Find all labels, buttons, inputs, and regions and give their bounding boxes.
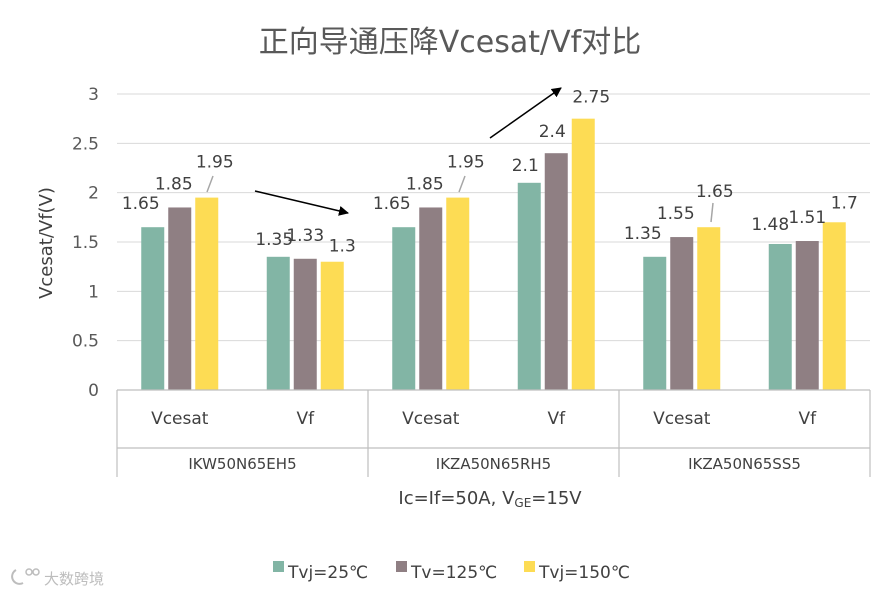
leader-line (710, 202, 714, 223)
bar (419, 207, 443, 390)
leader-line (458, 175, 466, 193)
watermark-text: 大数跨境 (44, 570, 104, 588)
data-label: 2.75 (572, 88, 610, 108)
bar (320, 261, 344, 390)
x-axis-label: Ic=If=50A, VGE=15V (398, 488, 582, 510)
bar (293, 258, 317, 390)
legend-item: Tvj=150℃ (524, 561, 630, 583)
bars (141, 118, 846, 391)
bar (643, 256, 667, 390)
legend-label: Tvj=150℃ (538, 563, 630, 583)
legend: Tvj=25℃ Tv=125℃ Tvj=150℃ (273, 561, 630, 583)
x-tick-label: Vf (296, 409, 315, 429)
gridlines (117, 93, 870, 342)
x-tick-label: Vf (798, 409, 817, 429)
bar (446, 197, 470, 390)
bar (168, 207, 192, 390)
data-label: 1.35 (624, 224, 662, 244)
x-tick-label: Vf (547, 409, 566, 429)
y-axis-label: Vcesat/Vf(V) (36, 187, 57, 299)
data-label: 1.85 (155, 174, 193, 194)
x-axis-label-main: Ic=If=50A, V (398, 488, 515, 509)
y-axis-ticks: 0 0.5 1 1.5 2 2.5 3 (72, 85, 99, 401)
leader-line (206, 175, 214, 193)
data-label: 1.33 (286, 226, 324, 246)
bar (822, 222, 846, 390)
data-label: 2.4 (539, 122, 566, 142)
bar (795, 241, 819, 390)
y-tick-label: 1.5 (72, 233, 99, 253)
bar (544, 153, 568, 390)
x-tick-label: Vcesat (653, 409, 711, 429)
x-tick-label: Vcesat (402, 409, 460, 429)
bar (517, 182, 541, 390)
legend-swatch (273, 561, 284, 572)
legend-label: Tv=125℃ (410, 563, 497, 583)
y-tick-label: 0 (88, 381, 99, 401)
watermark-logo-icon (11, 568, 40, 585)
x-group-label: IKZA50N65SS5 (688, 455, 801, 473)
x-group-label: IKW50N65EH5 (188, 455, 296, 473)
bar (697, 227, 721, 390)
legend-label: Tvj=25℃ (287, 563, 368, 583)
data-label: 2.1 (512, 156, 539, 176)
x-tick-label: Vcesat (151, 409, 209, 429)
bar (266, 256, 290, 390)
legend-swatch (524, 561, 535, 572)
legend-item: Tvj=25℃ (273, 561, 368, 583)
watermark: 大数跨境 (11, 568, 104, 588)
bar (670, 237, 694, 390)
data-label: 1.95 (196, 153, 234, 173)
chart-title: 正向导通压降Vcesat/Vf对比 (259, 25, 641, 60)
bar (141, 227, 165, 390)
bar (571, 118, 595, 391)
data-label: 1.65 (122, 194, 160, 214)
x-axis: Vcesat Vf Vcesat Vf Vcesat Vf IKW50N65EH5 IKZA5… (116, 389, 871, 477)
x-axis-label-subscript: GE (514, 496, 531, 510)
data-label: 1.3 (329, 237, 356, 257)
y-tick-label: 0.5 (72, 332, 99, 352)
data-label: 1.7 (831, 193, 858, 213)
leader-lines (206, 175, 714, 223)
x-axis-label-tail: =15V (531, 488, 582, 509)
legend-swatch (396, 561, 407, 572)
bar (768, 243, 792, 390)
data-label: 1.51 (788, 208, 826, 228)
legend-item: Tv=125℃ (396, 561, 497, 583)
y-tick-label: 1 (88, 282, 99, 302)
data-label: 1.55 (657, 204, 695, 224)
y-tick-label: 2.5 (72, 134, 99, 154)
y-tick-label: 2 (88, 184, 99, 204)
data-labels: 1.65 1.35 1.65 2.1 1.35 1.48 1.85 1.33 1.85 2.4 1.… (122, 88, 858, 257)
data-label: 1.85 (406, 174, 444, 194)
data-label: 1.65 (696, 182, 734, 202)
data-label: 1.35 (255, 230, 293, 250)
arrow-annotation (254, 190, 349, 216)
bar (392, 227, 416, 390)
x-group-label: IKZA50N65RH5 (436, 455, 551, 473)
y-tick-label: 3 (88, 85, 99, 105)
bar (195, 197, 219, 390)
data-label: 1.65 (373, 194, 411, 214)
data-label: 1.95 (447, 153, 485, 173)
arrow-annotation (489, 87, 562, 139)
data-label: 1.48 (751, 215, 789, 235)
